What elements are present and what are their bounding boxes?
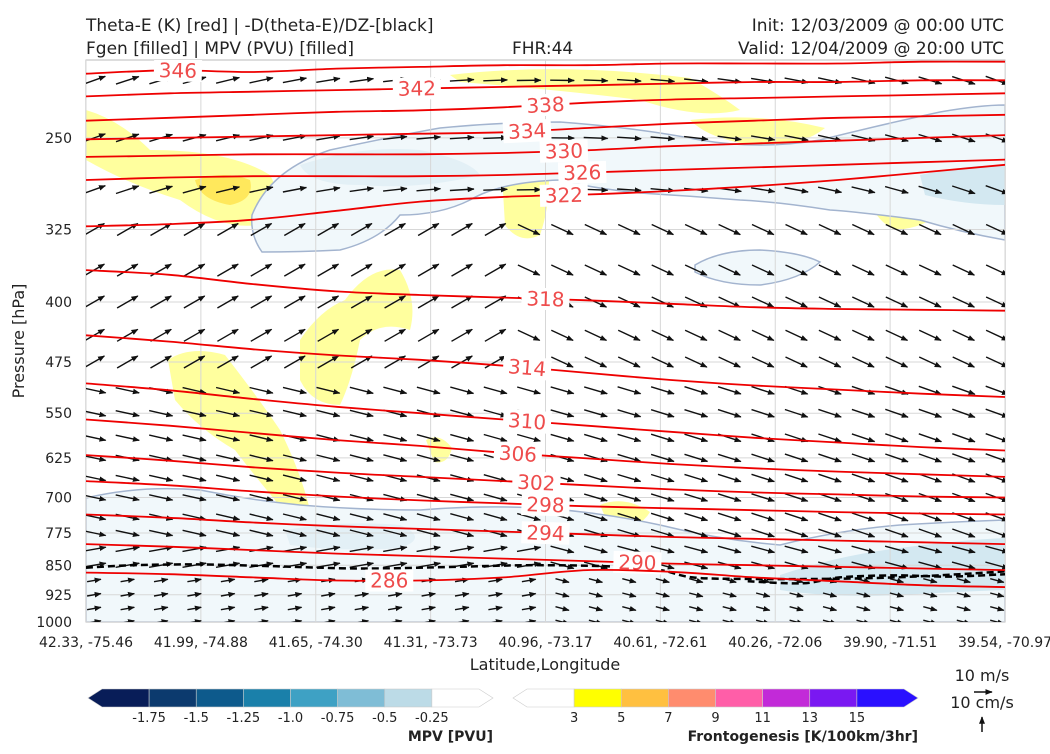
theta-e-label: 334 [507, 118, 546, 144]
theta-e-label: 322 [544, 183, 583, 208]
x-tick-label: 41.99, -74.88 [154, 635, 248, 651]
fgen-colorbar-tick: 7 [664, 711, 672, 726]
wind-ref-vertical: 10 cm/s [950, 693, 1014, 712]
fgen-colorbar-segment [716, 689, 763, 707]
title-left-line2: Fgen [filled] | MPV (PVU) [filled] [86, 39, 354, 59]
y-tick-label: 850 [45, 558, 72, 574]
y-tick-label: 925 [45, 588, 72, 604]
theta-e-label: 310 [507, 408, 547, 435]
x-axis-ticks: 42.33, -75.46 41.99, -74.88 41.65, -74.30 4… [39, 635, 1050, 651]
x-tick-label: 40.96, -73.17 [498, 635, 592, 651]
y-tick-label: 1000 [36, 615, 72, 631]
theta-e-label: 326 [563, 160, 602, 185]
mpv-colorbar-segment [243, 689, 290, 707]
theta-e-label: 294 [526, 520, 565, 545]
x-tick-label: 39.90, -71.51 [843, 635, 937, 651]
mpv-colorbar-segment [88, 689, 149, 707]
fgen-colorbar-tick: 11 [754, 711, 771, 726]
theta-e-label: 286 [370, 569, 408, 593]
y-axis-label: Pressure [hPa] [9, 284, 28, 399]
mpv-colorbar-segment [338, 689, 385, 707]
y-tick-label: 325 [45, 223, 72, 239]
plot-area: 3463423383343303263223183143103063022982… [36, 58, 1050, 651]
fgen-colorbar-segment [763, 689, 810, 707]
theta-e-label: 314 [507, 354, 547, 381]
init-time: Init: 12/03/2009 @ 00:00 UTC [752, 16, 1004, 36]
theta-e-label: 342 [398, 76, 437, 101]
fgen-colorbar-segment [810, 689, 857, 707]
x-tick-label: 40.26, -72.06 [728, 635, 822, 651]
mpv-colorbar-segment [385, 689, 432, 707]
theta-e-label: 346 [159, 58, 198, 83]
y-tick-label: 775 [45, 526, 72, 542]
fgen-colorbar: 3 5 7 9 11 13 15 [513, 689, 918, 726]
mpv-colorbar-tick: -1.25 [227, 711, 261, 726]
mpv-colorbar-segment [196, 689, 243, 707]
fgen-colorbar-segment [668, 689, 715, 707]
wind-reference: 10 m/s 10 cm/s [950, 666, 1014, 732]
title-left-line1: Theta-E (K) [red] | -D(theta-E)/DZ-[blac… [85, 16, 434, 36]
x-axis-label: Latitude,Longitude [470, 655, 621, 674]
y-tick-label: 700 [45, 490, 72, 506]
theta-e-label: 318 [526, 286, 565, 311]
fgen-colorbar-tick: 3 [570, 711, 578, 726]
mpv-colorbar-tick: -0.5 [372, 711, 397, 726]
x-tick-label: 41.65, -74.30 [269, 635, 363, 651]
theta-e-label: 298 [526, 492, 565, 517]
mpv-colorbar-segment [291, 689, 338, 707]
theta-e-label: 306 [498, 441, 538, 468]
fgen-colorbar-segment [621, 689, 668, 707]
mpv-colorbar-tick: -1.75 [132, 711, 166, 726]
mpv-colorbar-tick: -1.0 [278, 711, 303, 726]
fgen-colorbar-tick: 9 [711, 711, 719, 726]
fgen-colorbar-segment [857, 689, 918, 707]
y-tick-label: 475 [45, 355, 72, 371]
wind-arrow [483, 189, 507, 190]
mpv-colorbar-tick: -1.5 [184, 711, 209, 726]
theta-e-label: 338 [526, 92, 565, 118]
y-axis-ticks: 250 325 400 475 550 625 700 775 850 925 1000 [36, 131, 72, 631]
fgen-colorbar-segment [574, 689, 621, 707]
wind-ref-horizontal: 10 m/s [955, 666, 1010, 685]
fgen-colorbar-title: Frontogenesis [K/100km/3hr] [688, 729, 918, 745]
forecast-hour: FHR:44 [512, 39, 573, 59]
x-tick-label: 41.31, -73.73 [384, 635, 478, 651]
fgen-colorbar-tick: 15 [849, 711, 866, 726]
mpv-colorbar-tick: -0.25 [415, 711, 449, 726]
mpv-colorbar-segment [432, 689, 493, 707]
wind-arrow [584, 138, 608, 139]
y-tick-label: 250 [45, 131, 72, 147]
y-tick-label: 400 [45, 295, 72, 311]
mpv-colorbar: -1.75 -1.5 -1.25 -1.0 -0.75 -0.5 -0.25 [88, 689, 493, 726]
mpv-colorbar-title: MPV [PVU] [408, 729, 493, 745]
fgen-colorbar-segment [513, 689, 574, 707]
x-tick-label: 42.33, -75.46 [39, 635, 133, 651]
x-tick-label: 40.61, -72.61 [613, 635, 707, 651]
mpv-colorbar-tick: -0.75 [321, 711, 355, 726]
y-tick-label: 550 [45, 406, 72, 422]
mpv-colorbar-segment [149, 689, 196, 707]
x-tick-label: 39.54, -70.97 [958, 635, 1050, 651]
y-tick-label: 625 [45, 451, 72, 467]
fgen-colorbar-tick: 13 [801, 711, 818, 726]
fgen-colorbar-tick: 5 [617, 711, 625, 726]
wind-arrow [483, 80, 507, 81]
valid-time: Valid: 12/04/2009 @ 20:00 UTC [738, 39, 1004, 59]
wind-arrow [584, 80, 608, 81]
